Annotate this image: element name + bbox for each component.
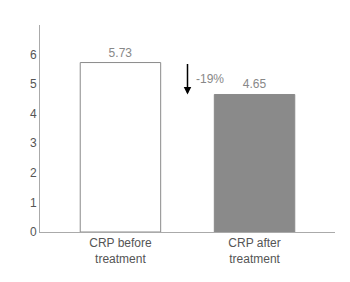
- svg-text:0: 0: [30, 225, 37, 239]
- svg-text:4.65: 4.65: [243, 77, 267, 91]
- svg-text:-19%: -19%: [196, 72, 224, 86]
- svg-text:5: 5: [30, 77, 37, 91]
- svg-text:5.73: 5.73: [109, 46, 133, 60]
- svg-text:3: 3: [30, 136, 37, 150]
- svg-text:6: 6: [30, 48, 37, 62]
- svg-text:1: 1: [30, 196, 37, 210]
- svg-text:CRP beforetreatment: CRP beforetreatment: [89, 236, 152, 266]
- svg-text:2: 2: [30, 166, 37, 180]
- svg-text:CRP aftertreatment: CRP aftertreatment: [228, 236, 280, 266]
- svg-text:4: 4: [30, 107, 37, 121]
